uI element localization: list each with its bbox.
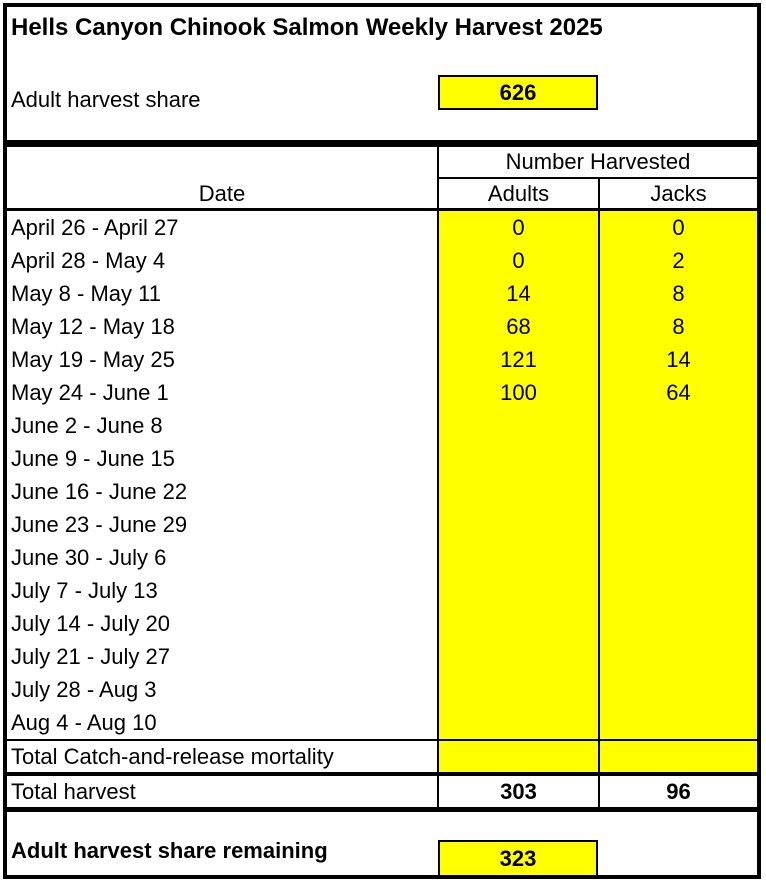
- mortality-adults-cell[interactable]: [439, 741, 600, 772]
- summary-section: Hells Canyon Chinook Salmon Weekly Harve…: [7, 7, 757, 140]
- page-title: Hells Canyon Chinook Salmon Weekly Harve…: [11, 14, 603, 41]
- table-row: July 21 - July 27: [7, 640, 757, 673]
- table-row: June 9 - June 15: [7, 442, 757, 475]
- header-date-spacer: [7, 147, 439, 179]
- harvest-report-sheet: Hells Canyon Chinook Salmon Weekly Harve…: [3, 3, 761, 879]
- date-cell: June 2 - June 8: [7, 409, 439, 442]
- jacks-value-cell[interactable]: [600, 508, 757, 541]
- jacks-value-cell[interactable]: [600, 475, 757, 508]
- date-cell: April 26 - April 27: [7, 211, 439, 244]
- date-cell: April 28 - May 4: [7, 244, 439, 277]
- share-remaining-cell[interactable]: 323: [438, 840, 598, 875]
- date-cell: July 14 - July 20: [7, 607, 439, 640]
- jacks-value-cell[interactable]: [600, 640, 757, 673]
- date-cell: May 8 - May 11: [7, 277, 439, 310]
- remaining-section: Adult harvest share remaining 323: [7, 812, 757, 875]
- total-harvest-row: Total harvest 303 96: [7, 776, 757, 807]
- adults-value-cell[interactable]: [439, 706, 600, 739]
- footer-divider: [7, 807, 757, 812]
- adult-harvest-share-label: Adult harvest share: [11, 87, 201, 112]
- jacks-value-cell[interactable]: [600, 541, 757, 574]
- column-header-jacks: Jacks: [650, 180, 707, 206]
- adults-value-cell[interactable]: 0: [439, 211, 600, 244]
- jacks-value-cell[interactable]: 14: [600, 343, 757, 376]
- adults-value-cell[interactable]: 14: [439, 277, 600, 310]
- adults-value-cell[interactable]: 121: [439, 343, 600, 376]
- adults-value-cell[interactable]: [439, 475, 600, 508]
- table-row: April 26 - April 27 0 0: [7, 211, 757, 244]
- header-divider: [7, 208, 757, 211]
- date-cell: July 21 - July 27: [7, 640, 439, 673]
- table-row: July 28 - Aug 3: [7, 673, 757, 706]
- date-cell: May 24 - June 1: [7, 376, 439, 409]
- jacks-value-cell[interactable]: 0: [600, 211, 757, 244]
- table-row: July 14 - July 20: [7, 607, 757, 640]
- date-cell: May 12 - May 18: [7, 310, 439, 343]
- date-cell: June 16 - June 22: [7, 475, 439, 508]
- adults-value-cell[interactable]: [439, 409, 600, 442]
- jacks-value-cell[interactable]: [600, 607, 757, 640]
- total-harvest-label: Total harvest: [7, 776, 439, 807]
- adults-value-cell[interactable]: 68: [439, 310, 600, 343]
- column-header-adults: Adults: [439, 179, 600, 208]
- table-row: June 23 - June 29: [7, 508, 757, 541]
- totals-divider: [7, 772, 757, 776]
- jacks-value-cell[interactable]: 8: [600, 310, 757, 343]
- column-header-date: Date: [7, 179, 439, 208]
- mortality-jacks-cell[interactable]: [600, 741, 757, 772]
- table-row: May 8 - May 11 14 8: [7, 277, 757, 310]
- date-cell: July 7 - July 13: [7, 574, 439, 607]
- table-header-group-row: Number Harvested: [7, 147, 757, 179]
- row-divider: [7, 739, 757, 741]
- date-cell: May 19 - May 25: [7, 343, 439, 376]
- adults-value-cell[interactable]: [439, 541, 600, 574]
- adults-value-cell[interactable]: [439, 442, 600, 475]
- table-row: July 7 - July 13: [7, 574, 757, 607]
- adults-value-cell[interactable]: 100: [439, 376, 600, 409]
- adults-value-cell[interactable]: [439, 673, 600, 706]
- mortality-row: Total Catch-and-release mortality: [7, 741, 757, 772]
- jacks-value-cell[interactable]: [600, 574, 757, 607]
- jacks-value-cell[interactable]: [600, 706, 757, 739]
- table-row: May 19 - May 25 121 14: [7, 343, 757, 376]
- jacks-value-cell[interactable]: 8: [600, 277, 757, 310]
- table-row: Aug 4 - Aug 10: [7, 706, 757, 739]
- date-cell: June 23 - June 29: [7, 508, 439, 541]
- date-cell: June 30 - July 6: [7, 541, 439, 574]
- table-row: May 12 - May 18 68 8: [7, 310, 757, 343]
- table-header-row: Date Adults Jacks: [7, 179, 757, 208]
- date-cell: June 9 - June 15: [7, 442, 439, 475]
- jacks-value-cell[interactable]: 64: [600, 376, 757, 409]
- table-row: June 16 - June 22: [7, 475, 757, 508]
- adults-value-cell[interactable]: [439, 607, 600, 640]
- share-remaining-label: Adult harvest share remaining: [11, 838, 328, 863]
- adult-harvest-share-cell[interactable]: 626: [438, 75, 598, 110]
- total-jacks-value: 96: [666, 778, 691, 804]
- adults-value-cell[interactable]: 0: [439, 244, 600, 277]
- date-cell: July 28 - Aug 3: [7, 673, 439, 706]
- adults-value-cell[interactable]: [439, 574, 600, 607]
- table-row: June 30 - July 6: [7, 541, 757, 574]
- table-row: May 24 - June 1 100 64: [7, 376, 757, 409]
- adults-value-cell[interactable]: [439, 640, 600, 673]
- date-cell: Aug 4 - Aug 10: [7, 706, 439, 739]
- table-row: June 2 - June 8: [7, 409, 757, 442]
- jacks-value-cell[interactable]: [600, 442, 757, 475]
- total-adults-value: 303: [439, 776, 600, 807]
- group-header-number-harvested: Number Harvested: [439, 147, 757, 179]
- jacks-value-cell[interactable]: 2: [600, 244, 757, 277]
- mortality-label: Total Catch-and-release mortality: [7, 741, 439, 772]
- section-divider: [7, 140, 757, 147]
- jacks-value-cell[interactable]: [600, 409, 757, 442]
- jacks-value-cell[interactable]: [600, 673, 757, 706]
- adults-value-cell[interactable]: [439, 508, 600, 541]
